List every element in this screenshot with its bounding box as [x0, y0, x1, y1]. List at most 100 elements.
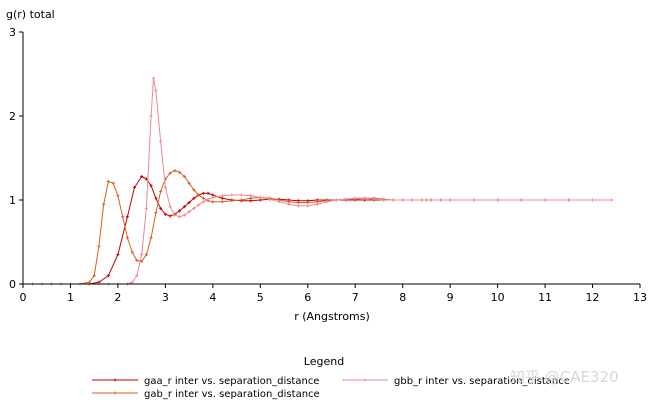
- data-point: [249, 194, 253, 198]
- legend-item-2: gbb_r inter vs. separation_distance: [342, 376, 570, 387]
- data-point: [102, 202, 106, 206]
- data-point: [230, 193, 234, 197]
- data-point: [106, 274, 110, 278]
- data-point: [168, 171, 172, 175]
- data-point: [334, 198, 338, 202]
- legend-marker: [113, 391, 117, 395]
- data-point: [178, 170, 182, 174]
- data-point: [140, 259, 144, 263]
- data-point: [439, 198, 443, 202]
- data-point: [182, 213, 186, 217]
- legend-item-0: gaa_r inter vs. separation_distance: [92, 376, 319, 387]
- data-point: [163, 185, 167, 189]
- data-point: [187, 181, 191, 185]
- x-tick-label: 11: [538, 291, 552, 304]
- data-point: [429, 198, 433, 202]
- data-point: [206, 197, 210, 201]
- data-point: [420, 198, 424, 202]
- data-point: [168, 205, 172, 209]
- series-markers-1: [21, 169, 613, 286]
- data-point: [121, 215, 125, 219]
- data-point: [192, 206, 196, 210]
- data-point: [610, 198, 613, 202]
- x-tick-label: 3: [162, 291, 169, 304]
- series-markers-2: [21, 76, 613, 286]
- x-tick-label: 13: [633, 291, 647, 304]
- data-point: [163, 212, 167, 216]
- data-point: [567, 198, 571, 202]
- series-markers-0: [21, 175, 613, 286]
- data-point: [154, 211, 158, 215]
- data-point: [125, 236, 129, 240]
- data-point: [159, 139, 163, 143]
- data-point: [206, 191, 210, 195]
- data-point: [363, 196, 367, 200]
- x-tick-label: 6: [304, 291, 311, 304]
- data-point: [220, 200, 224, 204]
- data-point: [154, 89, 158, 93]
- x-tick-label: 9: [447, 291, 454, 304]
- data-point: [410, 198, 414, 202]
- data-point: [192, 196, 196, 200]
- x-tick-label: 5: [257, 291, 264, 304]
- data-point: [391, 198, 395, 202]
- data-point: [543, 198, 547, 202]
- data-point: [192, 188, 196, 192]
- data-point: [130, 250, 134, 254]
- data-point: [152, 76, 155, 80]
- data-point: [258, 196, 262, 199]
- data-point: [448, 198, 452, 202]
- data-point: [519, 198, 523, 202]
- data-point: [173, 169, 177, 173]
- data-point: [182, 205, 186, 209]
- x-tick-label: 1: [67, 291, 74, 304]
- data-point: [173, 213, 177, 217]
- data-point: [97, 244, 101, 248]
- legend-marker: [363, 378, 367, 382]
- y-axis-title: g(r) total: [6, 8, 55, 21]
- data-point: [182, 175, 186, 178]
- data-point: [496, 198, 500, 202]
- data-point: [154, 196, 158, 200]
- data-point: [201, 200, 205, 204]
- data-point: [325, 200, 329, 204]
- data-point: [159, 206, 163, 210]
- data-point: [168, 214, 172, 218]
- y-tick-label: 3: [9, 26, 16, 39]
- data-point: [92, 274, 96, 278]
- data-point: [133, 185, 136, 189]
- data-point: [187, 210, 191, 214]
- data-point: [197, 203, 201, 207]
- legend-label: gaa_r inter vs. separation_distance: [144, 376, 319, 387]
- data-point: [277, 200, 281, 204]
- legend-label: gab_r inter vs. separation_distance: [144, 389, 320, 400]
- x-axis-title: r (Angstroms): [294, 310, 370, 323]
- data-point: [372, 197, 376, 201]
- data-point: [116, 194, 120, 198]
- data-point: [211, 196, 215, 199]
- x-tick-label: 7: [352, 291, 359, 304]
- y-ticks: 0 1 2 3: [9, 26, 23, 291]
- x-tick-label: 2: [114, 291, 121, 304]
- data-point: [144, 206, 148, 210]
- legend-item-1: gab_r inter vs. separation_distance: [92, 389, 320, 400]
- x-tick-label: 8: [399, 291, 406, 304]
- data-point: [315, 202, 319, 206]
- series-line-0: [23, 175, 612, 285]
- y-tick-label: 1: [9, 194, 16, 207]
- x-tick-label: 12: [586, 291, 600, 304]
- data-point: [268, 197, 272, 201]
- data-point: [401, 198, 405, 202]
- plot-area: [21, 76, 613, 286]
- x-ticks: 0 1 2 3 4 5 6 7 8 9 10 11 12 13: [20, 284, 647, 304]
- data-point: [149, 114, 153, 118]
- data-point: [353, 196, 357, 200]
- x-tick-label: 4: [209, 291, 216, 304]
- data-point: [591, 198, 594, 202]
- y-tick-label: 2: [9, 110, 16, 123]
- series-line-2: [23, 78, 612, 285]
- data-point: [197, 193, 201, 197]
- data-point: [239, 193, 243, 197]
- y-tick-label: 0: [9, 278, 16, 291]
- data-point: [149, 236, 153, 240]
